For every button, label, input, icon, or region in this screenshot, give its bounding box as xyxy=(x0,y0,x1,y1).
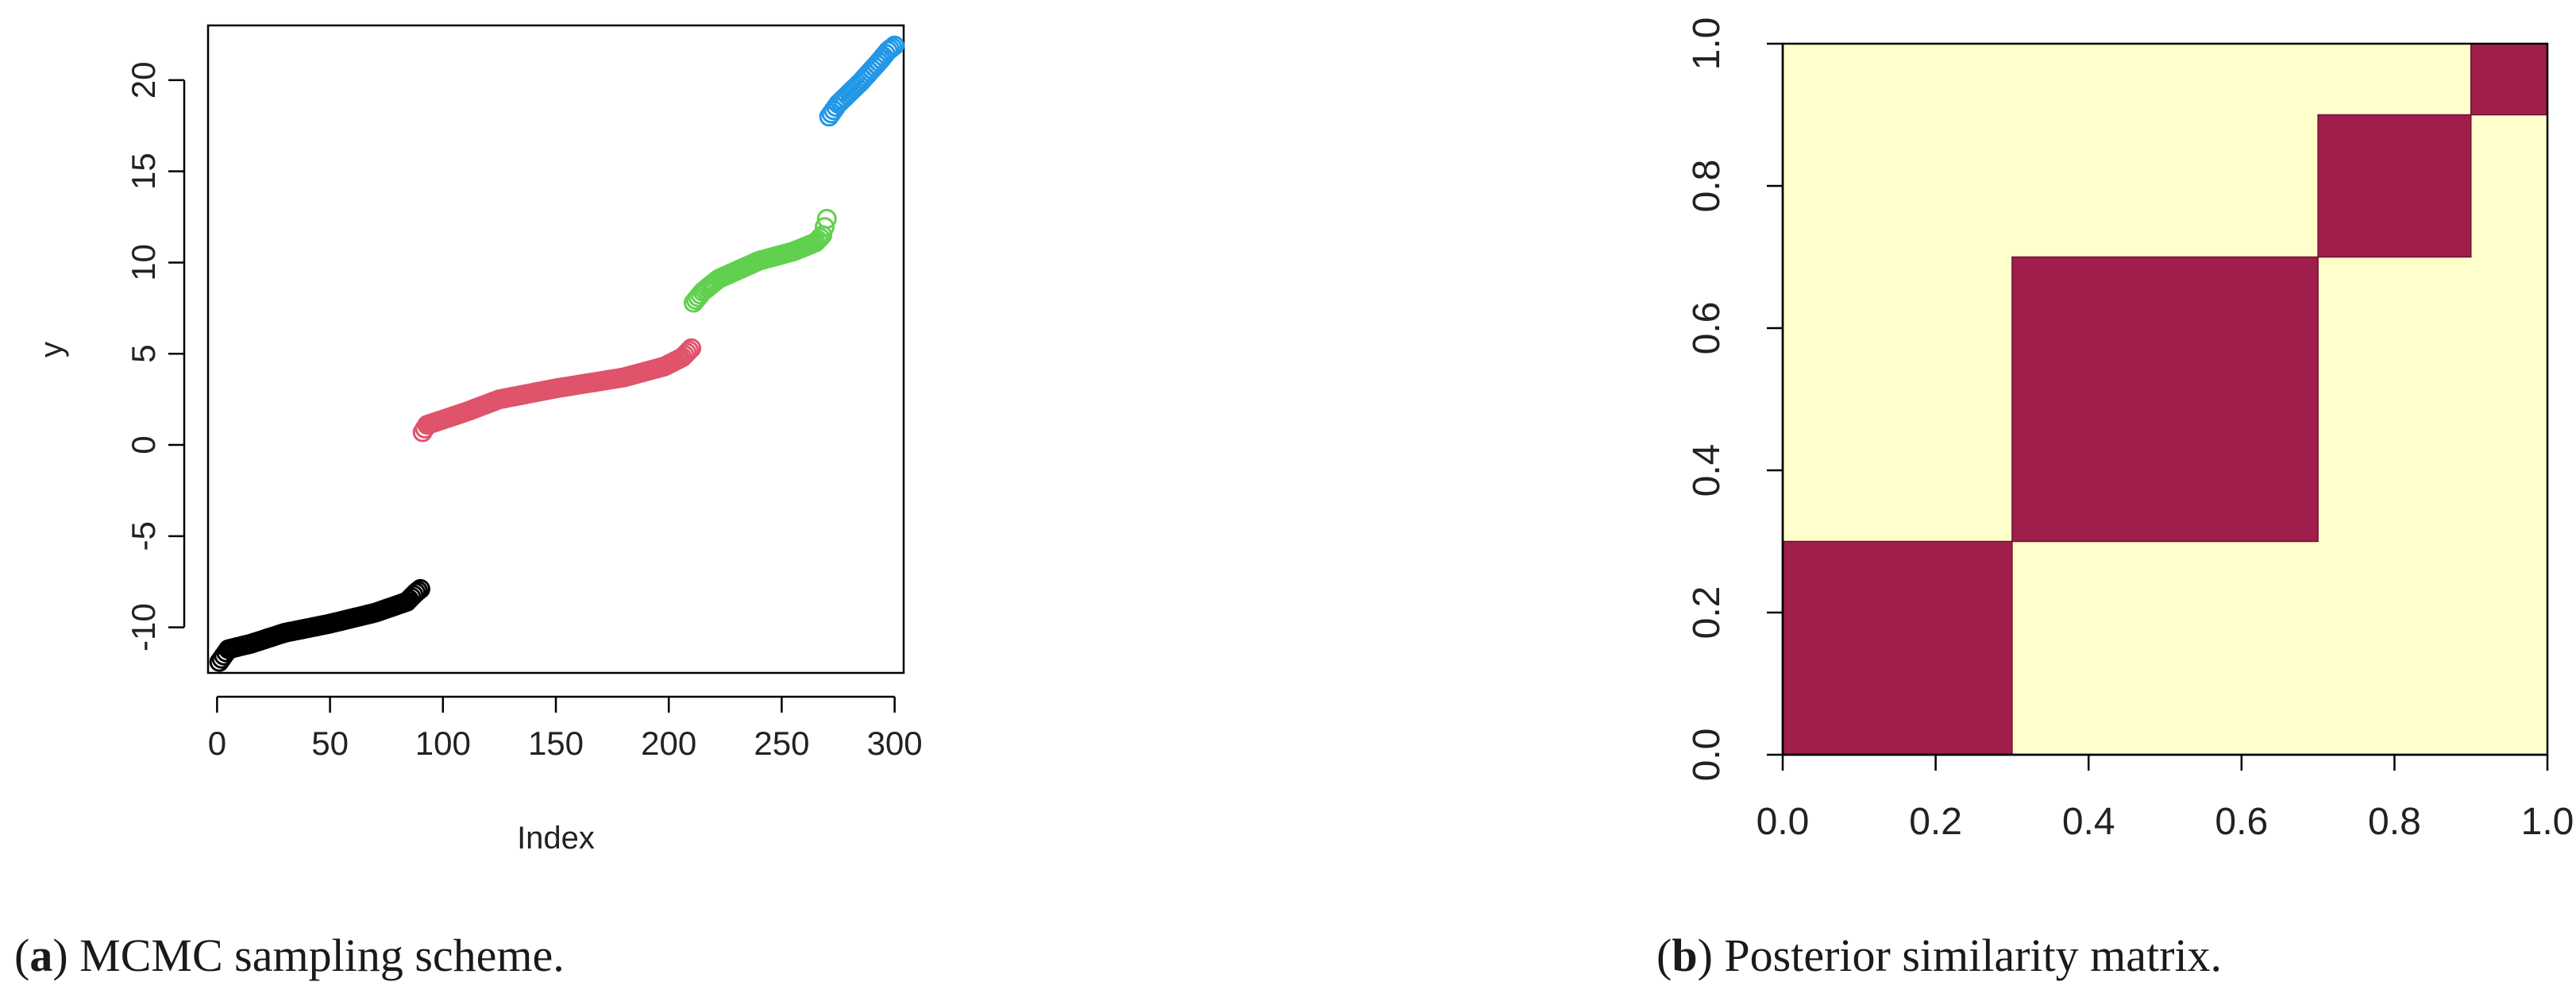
data-point xyxy=(408,581,428,601)
series-2 xyxy=(412,338,702,443)
similarity-block xyxy=(1782,540,2013,756)
data-point xyxy=(815,217,835,238)
series-4 xyxy=(819,35,905,127)
data-point xyxy=(816,208,837,229)
x-tick-label: 1.0 xyxy=(2521,801,2574,843)
y-tick-label: -10 xyxy=(125,603,162,651)
x-tick-label: 0.0 xyxy=(1757,801,1810,843)
y-tick-label: 5 xyxy=(125,345,162,363)
data-point xyxy=(403,585,424,605)
caption-b-text: ) Posterior similarity matrix. xyxy=(1698,930,2222,981)
y-tick-label: 15 xyxy=(125,153,162,190)
series-1 xyxy=(209,578,430,672)
x-tick-label: 200 xyxy=(641,725,696,762)
data-point xyxy=(882,37,903,57)
data-point xyxy=(885,35,905,56)
y-tick-label: 20 xyxy=(125,62,162,99)
data-point xyxy=(810,227,831,248)
caption-a-label: a xyxy=(29,930,52,981)
x-tick-label: 0.8 xyxy=(2368,801,2421,843)
x-axis: 0 50 100 150 200 250 300 xyxy=(208,695,923,762)
caption-b: (b) Posterior similarity matrix. xyxy=(1656,930,2222,981)
y-tick-label: 0.0 xyxy=(1686,729,1728,782)
data-point xyxy=(406,582,426,603)
x-axis-label: Index xyxy=(517,821,595,856)
y-axis: -10 -5 0 5 10 15 20 xyxy=(125,62,186,651)
x-tick-label: 300 xyxy=(867,725,923,762)
x-tick-label: 0 xyxy=(208,725,226,762)
data-point xyxy=(679,340,700,361)
series-3 xyxy=(684,208,837,313)
data-point xyxy=(677,342,697,363)
similarity-block xyxy=(2317,114,2472,258)
x-tick-label: 0.6 xyxy=(2215,801,2268,843)
x-axis: 0.0 0.2 0.4 0.6 0.8 1.0 xyxy=(1757,753,2574,843)
y-axis: 0.0 0.2 0.4 0.6 0.8 1.0 xyxy=(1686,17,1784,782)
data-point xyxy=(880,39,900,60)
data-point xyxy=(674,345,695,365)
x-tick-label: 250 xyxy=(754,725,809,762)
caption-a-text: ) MCMC sampling scheme. xyxy=(52,930,564,981)
heatmap-blocks xyxy=(1782,43,2548,756)
similarity-block xyxy=(2011,256,2319,543)
y-tick-label: 0 xyxy=(125,435,162,454)
plot-frame xyxy=(206,24,905,675)
x-tick-label: 0.2 xyxy=(1909,801,1962,843)
data-point xyxy=(410,578,430,599)
y-axis-label: y xyxy=(34,342,69,358)
scatter-panel: 0 50 100 150 200 250 300 -10 -5 0 5 10 15 20 Index y xyxy=(34,24,923,856)
y-tick-label: 0.4 xyxy=(1686,444,1728,497)
y-tick-label: 0.8 xyxy=(1686,160,1728,213)
y-tick-label: -5 xyxy=(125,521,162,551)
caption-b-label: b xyxy=(1672,930,1697,981)
y-tick-label: 0.2 xyxy=(1686,586,1728,640)
x-tick-label: 150 xyxy=(528,725,584,762)
y-tick-label: 10 xyxy=(125,244,162,281)
y-tick-label: 1.0 xyxy=(1686,17,1728,71)
similarity-block xyxy=(2470,43,2548,116)
heatmap-panel: 0.0 0.2 0.4 0.6 0.8 1.0 0.0 0.2 0.4 0.6 0.8 1.0 xyxy=(1686,17,2574,843)
x-tick-label: 50 xyxy=(311,725,349,762)
x-tick-label: 100 xyxy=(415,725,471,762)
data-point xyxy=(681,338,702,358)
y-tick-label: 0.6 xyxy=(1686,302,1728,355)
scatter-points xyxy=(209,35,905,672)
caption-a: (a) MCMC sampling scheme. xyxy=(14,930,565,981)
x-tick-label: 0.4 xyxy=(2062,801,2115,843)
data-point xyxy=(877,41,898,61)
